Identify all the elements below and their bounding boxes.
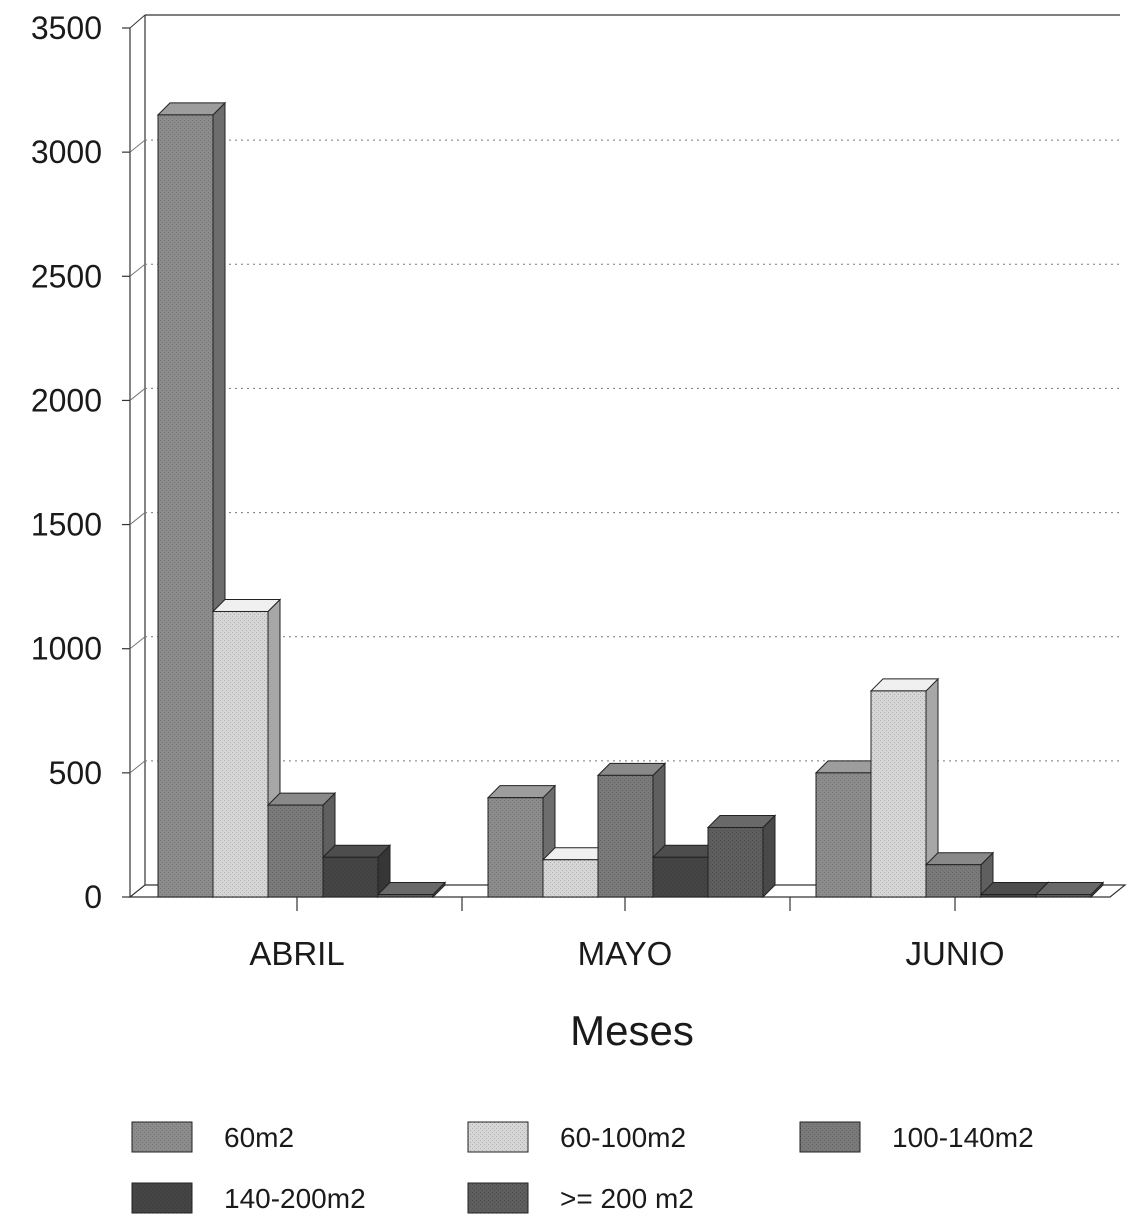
bar-top xyxy=(376,882,447,896)
y-tick-label: 0 xyxy=(84,879,102,915)
legend-item: >= 200 m2 xyxy=(467,1182,694,1214)
y-tick-label: 2500 xyxy=(31,258,102,294)
bar-top xyxy=(869,678,940,692)
y-tick-label: 1000 xyxy=(31,631,102,667)
legend-swatch-texture xyxy=(132,1122,192,1152)
legend-label: 100-140m2 xyxy=(892,1122,1034,1153)
bar-top xyxy=(321,844,392,858)
legend-item: 60m2 xyxy=(131,1121,294,1153)
y-tick-label: 2000 xyxy=(31,382,102,418)
y-tick-label: 3500 xyxy=(31,10,102,46)
legend-label: 140-200m2 xyxy=(224,1183,366,1214)
bar-top xyxy=(924,852,995,866)
grid-line-side xyxy=(129,760,146,774)
legend-swatch-texture xyxy=(468,1183,528,1213)
bar xyxy=(376,881,447,899)
bar xyxy=(266,791,337,899)
legend-item: 60-100m2 xyxy=(467,1121,686,1153)
legend-swatch-texture xyxy=(132,1183,192,1213)
y-tick-label: 3000 xyxy=(31,134,102,170)
bar-texture xyxy=(816,772,871,897)
bar xyxy=(596,762,667,899)
x-tick-label: JUNIO xyxy=(906,935,1005,972)
bar-texture xyxy=(323,857,378,897)
bar xyxy=(924,851,995,899)
bar xyxy=(869,677,940,899)
grid-line-side xyxy=(129,636,146,650)
bar-texture xyxy=(598,775,653,897)
bar-top xyxy=(486,785,557,799)
grid-line-side xyxy=(129,388,146,401)
left-wall-top-edge xyxy=(129,14,146,29)
bars xyxy=(156,101,1105,899)
x-axis-title: Meses xyxy=(570,1007,694,1054)
legend-label: 60-100m2 xyxy=(560,1122,686,1153)
bar-top xyxy=(211,598,282,612)
legend-swatch-texture xyxy=(800,1122,860,1152)
bar-top xyxy=(1034,882,1105,896)
y-tick-label: 1500 xyxy=(31,507,102,543)
bar-texture xyxy=(1036,894,1091,897)
legend-label: 60m2 xyxy=(224,1122,294,1153)
legend-item: 140-200m2 xyxy=(131,1182,366,1214)
bar xyxy=(321,844,392,899)
legend: 60m2 60-100m2 100-140m2 140-200m2 >= 200 m2 xyxy=(131,1121,1034,1214)
bar-texture xyxy=(378,894,433,897)
legend-item: 100-140m2 xyxy=(799,1121,1034,1153)
grid-line-side xyxy=(129,263,146,277)
x-tick-label: ABRIL xyxy=(249,935,344,972)
bar xyxy=(1034,881,1105,899)
y-tick-label: 500 xyxy=(49,755,102,791)
bar-side xyxy=(762,814,776,899)
bar-texture xyxy=(871,690,926,897)
bar-texture xyxy=(543,859,598,897)
bar-texture xyxy=(653,857,708,897)
y-axis-ticks: 0 500 1000 1500 2000 2500 3000 3500 xyxy=(31,10,130,915)
bar-top xyxy=(706,814,777,828)
bar-texture xyxy=(708,827,763,897)
bar-top xyxy=(266,792,337,806)
bar-texture xyxy=(213,611,268,897)
bar-texture xyxy=(926,864,981,897)
grid-line-side xyxy=(129,512,146,525)
bar xyxy=(706,814,777,899)
bar-texture xyxy=(268,805,323,897)
bar-top xyxy=(596,762,667,776)
grid-lines xyxy=(129,139,1120,774)
bar-texture xyxy=(158,114,213,897)
bar-top xyxy=(156,102,227,116)
legend-swatch-texture xyxy=(468,1122,528,1152)
legend-label: >= 200 m2 xyxy=(560,1183,694,1214)
grid-line-side xyxy=(129,139,146,153)
x-tick-label: MAYO xyxy=(578,935,673,972)
bar-texture xyxy=(981,894,1036,897)
bar-texture xyxy=(488,797,543,897)
x-axis-labels: ABRIL MAYO JUNIO xyxy=(249,897,1005,972)
plot-frame xyxy=(129,14,1120,897)
